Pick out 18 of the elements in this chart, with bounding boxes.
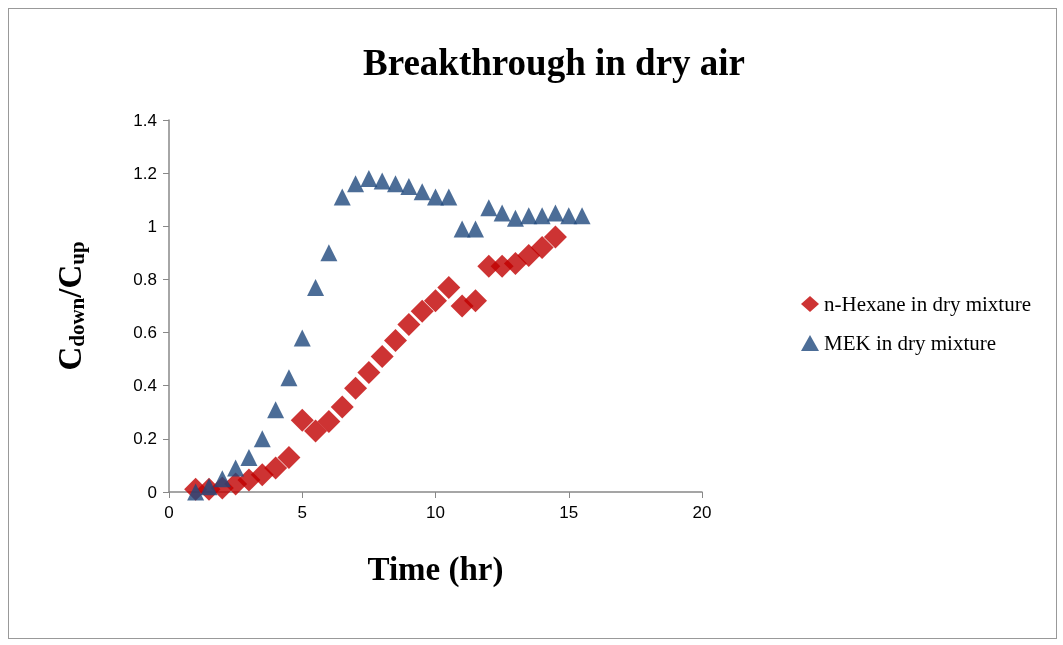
y-tick-label: 0.6 bbox=[133, 323, 157, 343]
y-tick-label: 1.2 bbox=[133, 163, 157, 183]
x-tick-label: 5 bbox=[297, 503, 307, 522]
y-tick-label: 0.8 bbox=[133, 269, 157, 289]
y-tick-label: 1 bbox=[147, 216, 157, 236]
y-tick-label: 0.2 bbox=[133, 429, 157, 449]
legend-label: MEK in dry mixture bbox=[823, 331, 997, 355]
x-tick-label: 10 bbox=[426, 503, 445, 522]
y-tick-label: 0 bbox=[147, 482, 157, 502]
legend-label: n-Hexane in dry mixture bbox=[823, 292, 1032, 316]
x-tick-label: 15 bbox=[559, 503, 579, 522]
y-tick-label: 1.4 bbox=[133, 110, 157, 130]
y-tick-label: 0.4 bbox=[133, 376, 157, 396]
x-axis-title: Time (hr) bbox=[367, 550, 504, 588]
chart-title: Breakthrough in dry air bbox=[362, 42, 746, 83]
x-tick-label: 20 bbox=[692, 503, 712, 522]
x-tick-label: 0 bbox=[164, 503, 174, 522]
y-axis-title: Cdown/Cup bbox=[51, 241, 89, 371]
